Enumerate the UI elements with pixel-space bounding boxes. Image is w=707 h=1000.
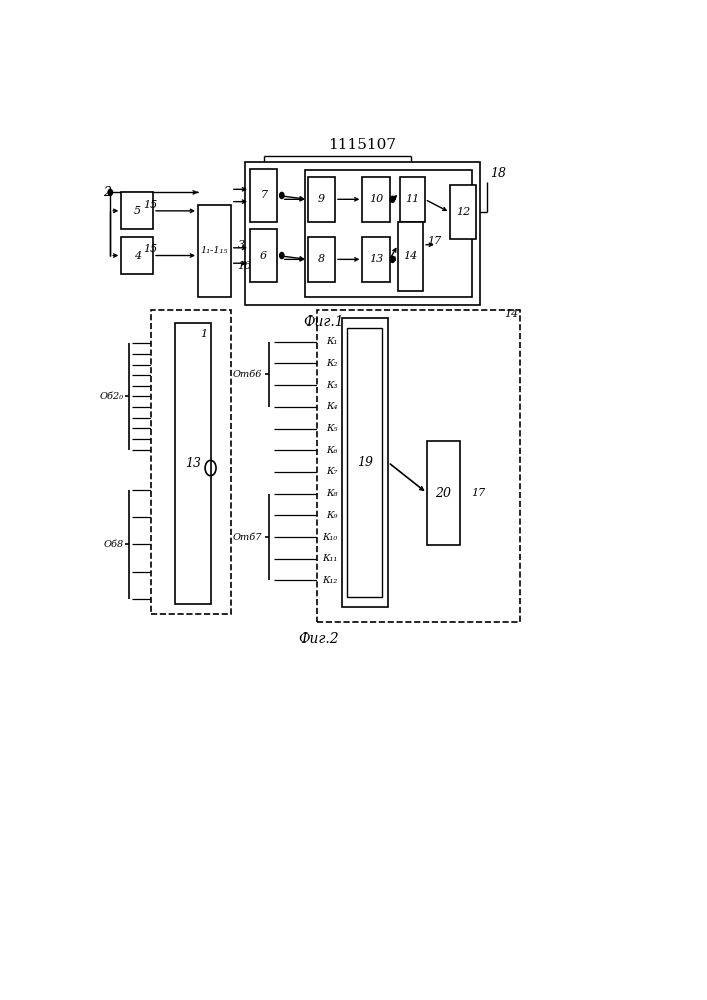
FancyBboxPatch shape (175, 323, 211, 604)
Text: 1₁-1₁₅: 1₁-1₁₅ (201, 246, 228, 255)
FancyBboxPatch shape (245, 162, 480, 305)
Text: 1115107: 1115107 (328, 138, 397, 152)
Text: К₄: К₄ (327, 402, 338, 411)
Text: К₆: К₆ (327, 446, 338, 455)
FancyBboxPatch shape (250, 169, 277, 222)
Text: Об2₀: Об2₀ (100, 392, 124, 401)
Text: 17: 17 (428, 236, 442, 246)
Text: 7: 7 (260, 190, 267, 200)
Text: К₈: К₈ (327, 489, 338, 498)
FancyBboxPatch shape (122, 192, 153, 229)
FancyBboxPatch shape (347, 328, 382, 597)
Text: 20: 20 (436, 487, 452, 500)
Text: К₃: К₃ (327, 381, 338, 390)
Circle shape (390, 196, 395, 202)
Text: 10: 10 (369, 194, 383, 204)
Text: 3: 3 (238, 240, 245, 250)
Circle shape (390, 256, 395, 262)
Text: 15: 15 (144, 200, 158, 210)
Text: 5: 5 (134, 206, 141, 216)
FancyBboxPatch shape (399, 177, 425, 222)
Circle shape (279, 252, 284, 259)
FancyBboxPatch shape (250, 229, 277, 282)
FancyBboxPatch shape (363, 237, 390, 282)
Text: 6: 6 (260, 251, 267, 261)
Text: К₁₂: К₁₂ (322, 576, 338, 585)
Text: Фиг.1: Фиг.1 (304, 315, 344, 329)
Text: 16: 16 (238, 261, 252, 271)
Text: 13: 13 (369, 254, 383, 264)
Text: 17: 17 (471, 488, 485, 498)
Text: 2: 2 (103, 186, 111, 199)
FancyBboxPatch shape (450, 185, 477, 239)
FancyBboxPatch shape (427, 441, 460, 545)
Text: К₁: К₁ (327, 337, 338, 346)
Text: К₁₁: К₁₁ (322, 554, 338, 563)
Text: 8: 8 (317, 254, 325, 264)
FancyBboxPatch shape (317, 310, 520, 622)
Text: К₉: К₉ (327, 511, 338, 520)
Text: К₇: К₇ (327, 467, 338, 476)
FancyBboxPatch shape (305, 170, 472, 297)
FancyBboxPatch shape (198, 205, 231, 297)
FancyBboxPatch shape (122, 237, 153, 274)
FancyBboxPatch shape (398, 222, 423, 291)
Circle shape (108, 189, 112, 195)
FancyBboxPatch shape (308, 237, 335, 282)
Text: Отб7: Отб7 (233, 533, 262, 542)
Text: 1: 1 (201, 329, 208, 339)
Text: Фиг.2: Фиг.2 (298, 632, 339, 646)
Text: К₁₀: К₁₀ (322, 533, 338, 542)
Text: 14: 14 (404, 251, 418, 261)
Text: 19: 19 (357, 456, 373, 469)
Text: 12: 12 (456, 207, 470, 217)
Text: 18: 18 (490, 167, 506, 180)
Text: Об8: Об8 (104, 540, 124, 549)
Text: К₅: К₅ (327, 424, 338, 433)
Text: Отб6: Отб6 (233, 370, 262, 379)
FancyBboxPatch shape (363, 177, 390, 222)
FancyBboxPatch shape (308, 177, 335, 222)
Text: К₂: К₂ (327, 359, 338, 368)
Text: 4: 4 (134, 251, 141, 261)
Circle shape (279, 192, 284, 199)
FancyBboxPatch shape (151, 310, 231, 614)
Text: 15: 15 (144, 244, 158, 254)
Text: 9: 9 (317, 194, 325, 204)
FancyBboxPatch shape (341, 318, 388, 607)
Text: 14: 14 (504, 309, 518, 319)
Text: 11: 11 (405, 194, 419, 204)
Text: 13: 13 (185, 457, 201, 470)
